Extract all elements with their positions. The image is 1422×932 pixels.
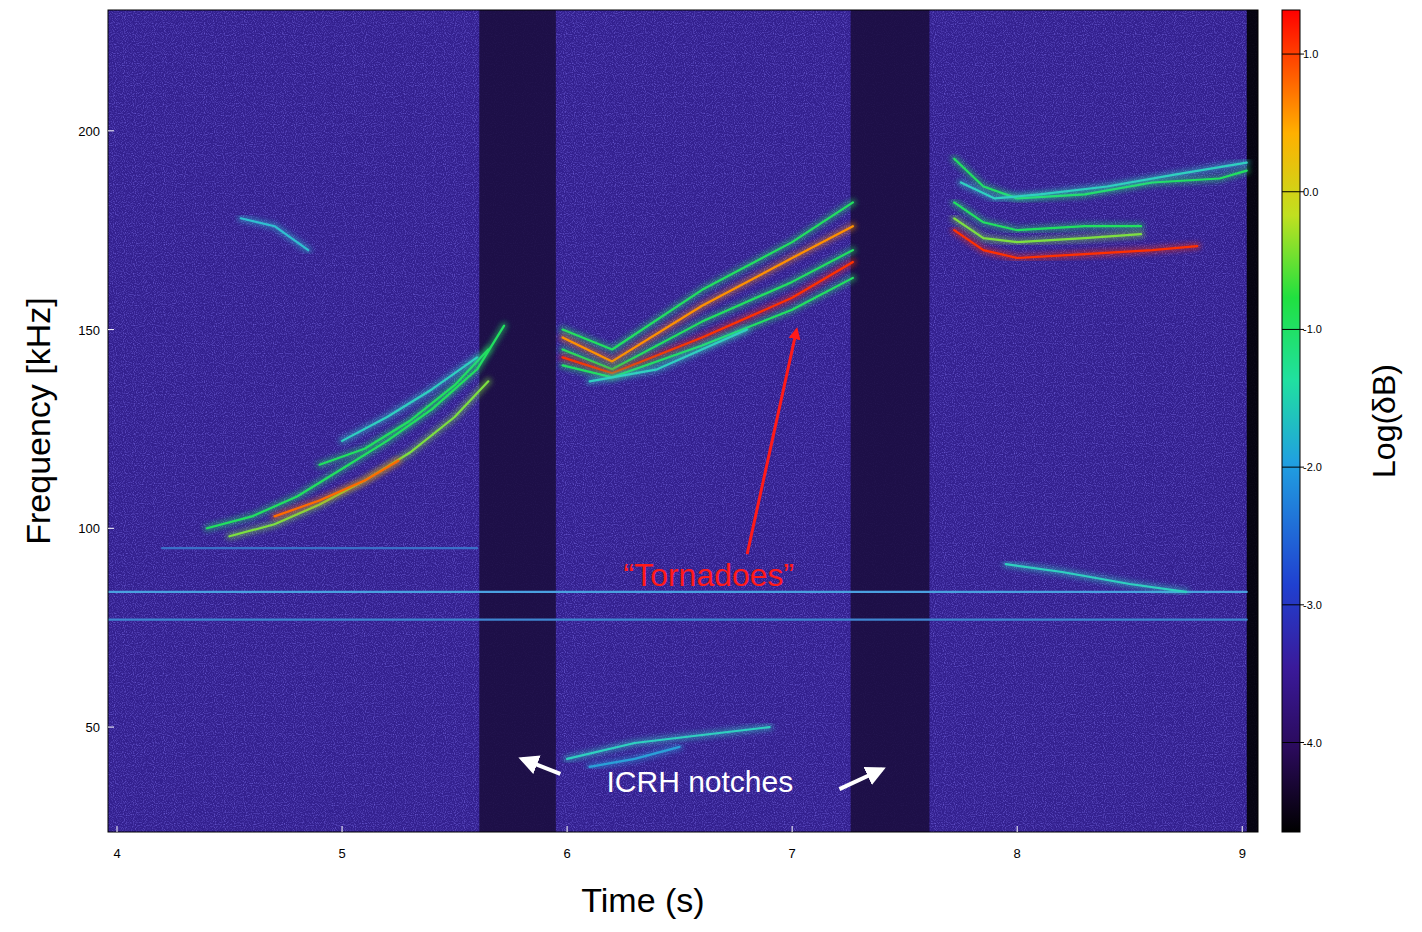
mode-trace bbox=[563, 262, 853, 373]
colorbar-tick bbox=[1282, 742, 1304, 743]
trace-glow bbox=[230, 381, 489, 536]
plot-area bbox=[108, 10, 1258, 832]
x-tick bbox=[117, 826, 118, 832]
x-tick bbox=[342, 826, 343, 832]
mode-trace bbox=[954, 230, 1197, 258]
x-tick-label: 5 bbox=[338, 846, 345, 861]
colorbar-tick bbox=[1282, 329, 1304, 330]
x-tick-label: 6 bbox=[563, 846, 570, 861]
trace-glow bbox=[241, 218, 308, 250]
colorbar-tick-label: -2.0 bbox=[1303, 461, 1322, 473]
notch bbox=[479, 10, 556, 832]
colorbar-tick bbox=[1282, 467, 1304, 468]
x-tick-label: 7 bbox=[789, 846, 796, 861]
x-tick-label: 9 bbox=[1239, 846, 1246, 861]
mode-trace bbox=[241, 218, 308, 250]
chart: 4 5 6 7 8 9 50 100 150 200 Time (s) Frequency [kHz]… bbox=[0, 0, 1422, 932]
annotation-arrow bbox=[747, 330, 797, 555]
colorbar bbox=[1282, 10, 1300, 832]
y-tick bbox=[108, 329, 114, 330]
mode-trace bbox=[954, 218, 1141, 242]
mode-trace bbox=[162, 547, 477, 549]
trace-glow bbox=[563, 262, 853, 373]
colorbar-tick-label: -3.0 bbox=[1303, 599, 1322, 611]
y-tick-label: 200 bbox=[78, 124, 100, 139]
trace-glow bbox=[320, 350, 489, 465]
mode-trace bbox=[275, 461, 399, 517]
trace-glow bbox=[342, 357, 477, 441]
mode-trace bbox=[1006, 564, 1186, 592]
mode-trace bbox=[590, 747, 680, 767]
x-tick bbox=[1017, 826, 1018, 832]
plot-background bbox=[108, 10, 1258, 832]
mode-trace bbox=[954, 159, 1246, 199]
mode-trace bbox=[342, 357, 477, 441]
y-tick-label: 100 bbox=[78, 521, 100, 536]
mode-trace bbox=[320, 350, 489, 465]
trace-glow bbox=[162, 545, 477, 552]
trace-glow bbox=[590, 330, 748, 382]
trace-glow bbox=[563, 278, 853, 377]
annotation-arrow bbox=[522, 759, 560, 774]
colorbar-tick bbox=[1282, 54, 1304, 55]
y-axis-title: Frequency [kHz] bbox=[19, 297, 57, 545]
annotation: “Tornadoes” bbox=[624, 557, 795, 593]
y-tick bbox=[108, 130, 114, 131]
mode-trace bbox=[954, 202, 1141, 230]
mode-trace bbox=[207, 326, 504, 529]
x-axis-title: Time (s) bbox=[581, 881, 704, 919]
colorbar-title: Log(δB) bbox=[1366, 364, 1402, 478]
x-tick-label: 4 bbox=[113, 846, 120, 861]
colorbar-tick-label: -4.0 bbox=[1303, 737, 1322, 749]
y-tick-label: 150 bbox=[78, 323, 100, 338]
mode-trace bbox=[961, 163, 1247, 199]
x-tick bbox=[1242, 826, 1243, 832]
annotation-arrow bbox=[839, 769, 882, 789]
trace-glow bbox=[1006, 564, 1186, 592]
notch bbox=[1247, 10, 1258, 832]
trace-glow bbox=[207, 326, 504, 529]
x-tick-label: 8 bbox=[1014, 846, 1021, 861]
trace-glow bbox=[954, 202, 1141, 230]
colorbar-tick-label: 0.0 bbox=[1303, 186, 1318, 198]
y-tick bbox=[108, 727, 114, 728]
colorbar-tick-label: -1.0 bbox=[1303, 323, 1322, 335]
mode-trace bbox=[563, 250, 853, 369]
mode-trace bbox=[108, 619, 1247, 621]
mode-trace bbox=[230, 381, 489, 536]
trace-glow bbox=[275, 461, 399, 517]
colorbar-tick bbox=[1282, 191, 1304, 192]
mode-trace bbox=[567, 727, 770, 759]
trace-glow bbox=[954, 230, 1197, 258]
trace-glow bbox=[954, 218, 1141, 242]
colorbar-tick-label: 1.0 bbox=[1303, 48, 1318, 60]
trace-glow bbox=[108, 616, 1247, 623]
x-tick bbox=[567, 826, 568, 832]
colorbar-tick bbox=[1282, 604, 1304, 605]
trace-glow bbox=[961, 163, 1247, 199]
noise bbox=[108, 10, 1258, 832]
trace-glow bbox=[567, 727, 770, 759]
notch bbox=[851, 10, 930, 832]
annotation: ICRH notches bbox=[607, 765, 794, 798]
trace-glow bbox=[590, 747, 680, 767]
y-tick bbox=[108, 528, 114, 529]
mode-trace bbox=[590, 330, 748, 382]
y-tick-label: 50 bbox=[86, 720, 100, 735]
mode-trace bbox=[563, 278, 853, 377]
trace-glow bbox=[563, 250, 853, 369]
trace-glow bbox=[954, 159, 1246, 199]
plot-frame bbox=[108, 10, 1258, 832]
x-tick bbox=[792, 826, 793, 832]
